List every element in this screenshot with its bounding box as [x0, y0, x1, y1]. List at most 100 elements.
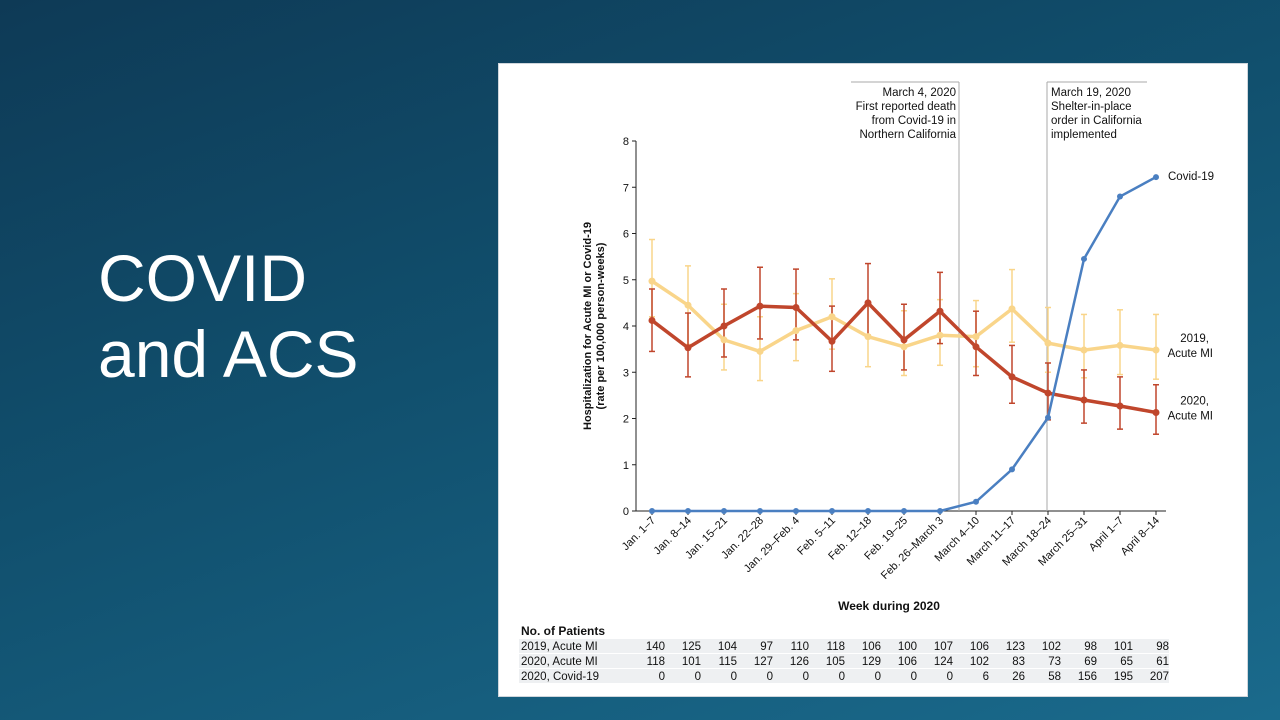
table-cell: 0: [659, 671, 665, 683]
x-tick-label: April 8–14: [1119, 515, 1163, 559]
table-cell: 127: [754, 656, 773, 668]
data-point: [648, 316, 656, 324]
y-tick-label: 0: [623, 506, 629, 518]
data-point: [864, 299, 872, 307]
y-tick-label: 5: [623, 275, 629, 287]
table-cell: 0: [767, 671, 773, 683]
data-point: [936, 331, 944, 339]
slide-title: COVID and ACS: [98, 240, 359, 392]
annotation-text: Northern California: [859, 129, 956, 141]
data-point: [1044, 339, 1052, 347]
table-cell: 83: [1012, 656, 1025, 668]
data-point: [649, 508, 655, 514]
table-cell: 140: [646, 641, 665, 653]
table-cell: 100: [898, 641, 917, 653]
table-cell: 118: [827, 641, 845, 653]
data-point: [972, 343, 980, 351]
data-point: [793, 508, 799, 514]
table-cell: 118: [647, 656, 665, 668]
data-point: [1008, 373, 1016, 381]
series-label: 2019,: [1180, 333, 1209, 345]
data-point: [1152, 346, 1160, 354]
data-point: [684, 344, 692, 352]
y-tick-label: 4: [623, 321, 629, 333]
table-cell: 106: [898, 656, 917, 668]
y-tick-label: 6: [623, 229, 629, 241]
table-cell: 69: [1084, 656, 1097, 668]
data-point: [1008, 305, 1016, 313]
data-point: [1081, 255, 1087, 262]
table-cell: 0: [875, 671, 881, 683]
table-cell: 73: [1048, 656, 1061, 668]
table-cell: 98: [1156, 641, 1169, 653]
data-point: [1152, 408, 1160, 416]
series-label: Acute MI: [1168, 410, 1213, 422]
annotation-text: order in California: [1051, 115, 1142, 127]
data-point: [864, 333, 872, 341]
table-row-label: 2019, Acute MI: [521, 641, 598, 653]
slide-title-line2: and ACS: [98, 317, 359, 391]
data-point: [756, 347, 764, 355]
table-cell: 97: [760, 641, 773, 653]
data-point: [865, 508, 871, 514]
table-cell: 58: [1048, 671, 1061, 683]
table-row-label: 2020, Acute MI: [521, 656, 598, 668]
data-point: [972, 333, 980, 341]
table-cell: 65: [1120, 656, 1133, 668]
table-cell: 110: [791, 641, 809, 653]
data-point: [756, 302, 764, 310]
data-point: [1153, 174, 1159, 181]
table-cell: 0: [839, 671, 845, 683]
slide-title-line1: COVID: [98, 241, 308, 315]
table-cell: 0: [695, 671, 701, 683]
y-tick-label: 2: [623, 414, 629, 426]
data-point: [1045, 414, 1051, 421]
data-point: [685, 508, 691, 514]
table-row-bg: [519, 669, 1169, 683]
table-row-bg: [519, 639, 1169, 653]
data-point: [828, 313, 836, 321]
table-cell: 0: [947, 671, 953, 683]
table-row-bg: [519, 654, 1169, 668]
table-cell: 98: [1084, 641, 1097, 653]
table-cell: 107: [934, 641, 953, 653]
data-point: [936, 307, 944, 315]
table-cell: 0: [911, 671, 917, 683]
annotation-text: First reported death: [856, 101, 956, 113]
y-tick-label: 7: [623, 182, 629, 194]
table-cell: 123: [1006, 641, 1025, 653]
data-point: [684, 301, 692, 309]
annotation-text: implemented: [1051, 129, 1117, 141]
annotation-text: Shelter-in-place: [1051, 101, 1132, 113]
table-cell: 207: [1150, 671, 1169, 683]
data-point: [900, 343, 908, 351]
table-cell: 61: [1156, 656, 1169, 668]
series-label: Covid-19: [1168, 171, 1214, 183]
table-cell: 115: [719, 656, 737, 668]
table-cell: 102: [970, 656, 989, 668]
table-cell: 129: [862, 656, 881, 668]
series-label: Acute MI: [1168, 348, 1213, 360]
data-point: [900, 336, 908, 344]
data-point: [648, 277, 656, 285]
annotation-text: from Covid-19 in: [872, 115, 956, 127]
data-point: [792, 304, 800, 311]
table-cell: 101: [682, 656, 701, 668]
y-axis-label: (rate per 100,000 person-weeks): [595, 242, 607, 409]
data-point: [1116, 402, 1124, 410]
data-point: [792, 327, 800, 335]
y-tick-label: 8: [623, 136, 629, 148]
data-point: [1009, 466, 1015, 473]
table-cell: 106: [862, 641, 881, 653]
data-point: [757, 508, 763, 514]
table-cell: 106: [970, 641, 989, 653]
table-cell: 156: [1078, 671, 1097, 683]
table-cell: 6: [983, 671, 989, 683]
annotation-text: March 19, 2020: [1051, 87, 1131, 99]
table-row-label: 2020, Covid-19: [521, 671, 599, 683]
table-cell: 0: [803, 671, 809, 683]
series-label: 2020,: [1180, 395, 1209, 407]
table-cell: 126: [790, 656, 809, 668]
table-cell: 105: [826, 656, 845, 668]
